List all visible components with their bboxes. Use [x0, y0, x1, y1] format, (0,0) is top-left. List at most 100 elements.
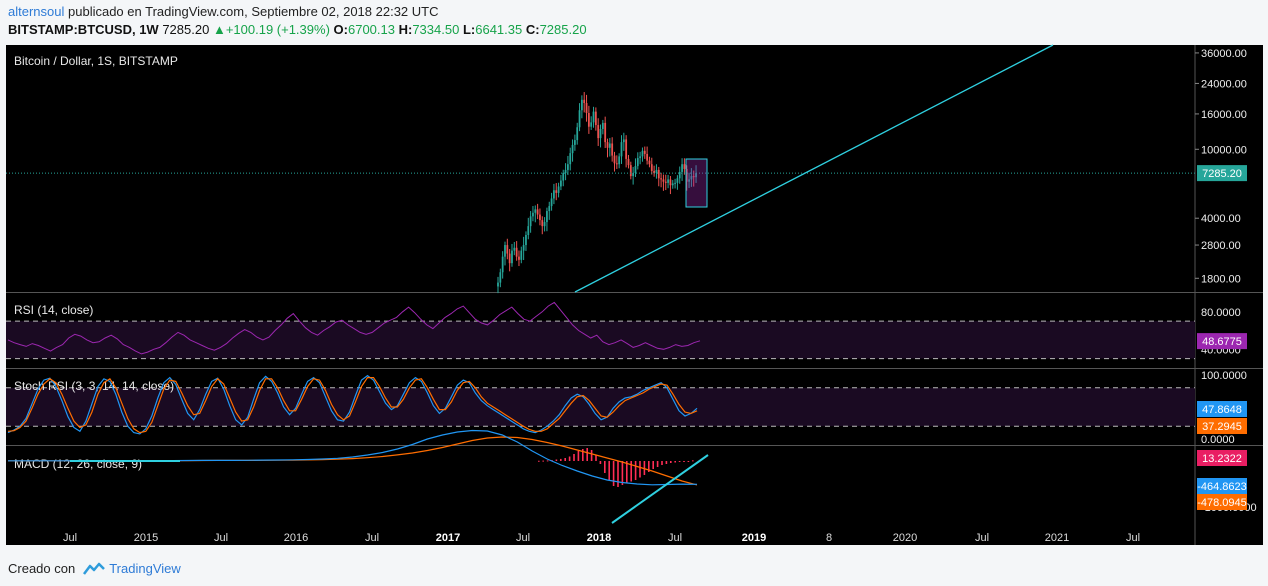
price-tick-label: 24000.00: [1201, 78, 1247, 90]
candle-body: [683, 164, 686, 169]
candle-body: [657, 169, 660, 179]
candle-body: [576, 127, 579, 141]
candle-body: [578, 110, 581, 128]
low-value: 6641.35: [475, 22, 523, 37]
last-price-label: 7285.20: [1202, 168, 1242, 180]
candle-body: [653, 170, 656, 173]
macd-histogram-bar: [656, 461, 659, 467]
candle-body: [613, 155, 616, 164]
tradingview-logo[interactable]: TradingView: [83, 561, 181, 576]
macd-histogram-bar: [542, 460, 544, 462]
candle-body: [501, 256, 504, 273]
macd-histogram-bar: [687, 461, 690, 462]
candle-body: [629, 165, 632, 177]
macd-value-label: 13.2322: [1202, 453, 1242, 465]
candle-body: [573, 140, 576, 145]
candle-body: [671, 183, 674, 186]
rsi-value-badge: [1197, 333, 1247, 350]
open-label: O:: [333, 22, 348, 37]
publish-text: publicado en TradingView.com, Septiembre…: [68, 4, 439, 19]
macd-histogram-bar: [546, 460, 549, 462]
price-tick-label: 16000.00: [1201, 109, 1247, 121]
macd-histogram-bar: [621, 461, 624, 485]
price-tick-label: 1800.00: [1201, 273, 1241, 285]
candle-body: [681, 164, 683, 172]
candle-body: [499, 272, 502, 283]
macd-histogram-bar: [582, 449, 584, 461]
tradingview-icon: [83, 562, 106, 575]
candle-body: [548, 206, 551, 212]
time-axis-label: Jul: [63, 532, 77, 544]
macd-histogram-bar: [617, 461, 619, 487]
candle-body: [506, 245, 509, 254]
low-label: L:: [462, 22, 476, 37]
macd-histogram-bar: [643, 461, 646, 475]
time-axis-label: Jul: [214, 532, 228, 544]
candle-body: [599, 128, 602, 139]
macd-panel-title: MACD (12, 26, close, 9): [14, 457, 142, 471]
macd-histogram-bar: [590, 450, 593, 461]
candle-body: [567, 164, 569, 170]
symbol-label: BITSTAMP:BTCUSD, 1W: [8, 22, 159, 37]
candle-body: [529, 216, 532, 227]
candle-body: [571, 144, 574, 154]
candle-body: [513, 247, 516, 251]
stoch-tick-label: 100.0000: [1201, 370, 1247, 382]
time-axis-label: 2016: [284, 532, 308, 544]
macd-histogram-bar: [538, 460, 540, 462]
candle-body: [692, 176, 695, 178]
candle-body: [643, 150, 646, 154]
time-axis-label: 2017: [436, 532, 460, 544]
candle-body: [615, 163, 618, 165]
candle-body: [625, 139, 628, 159]
candle-body: [518, 256, 520, 260]
candle-body: [676, 178, 679, 183]
macd-histogram-bar: [665, 461, 668, 464]
candle-body: [604, 122, 607, 143]
candle-body: [627, 158, 630, 166]
candle-body: [678, 171, 681, 179]
candle-body: [557, 186, 560, 193]
candle-body: [546, 211, 548, 223]
candle-body: [648, 160, 651, 165]
candle-body: [515, 247, 518, 257]
candle-body: [497, 282, 499, 287]
close-value: 7285.20: [539, 22, 587, 37]
created-with: Creado con: [8, 561, 76, 576]
macd-value-badge: [1197, 478, 1247, 494]
author-link[interactable]: alternsoul: [8, 4, 65, 19]
candle-body: [592, 111, 595, 123]
candle-body: [650, 164, 653, 171]
symbol-info: BITSTAMP:BTCUSD, 1W 7285.20 ▲+100.19 (+1…: [8, 22, 587, 37]
candle-body: [606, 142, 609, 148]
macd-histogram-bar: [564, 458, 566, 461]
time-axis-label: Jul: [975, 532, 989, 544]
rsi-line: [7, 301, 701, 355]
candle-body: [611, 143, 614, 156]
macd-histogram-bar: [599, 461, 602, 464]
stoch-k-line: [7, 374, 698, 435]
candle-body: [555, 190, 558, 193]
candle-body: [618, 156, 621, 165]
macd-histogram-bar: [577, 451, 580, 461]
chart-background: [6, 45, 1195, 523]
candle-body: [585, 103, 588, 113]
candle-body: [636, 158, 639, 167]
candle-body: [620, 142, 623, 157]
stoch-panel-title: Stoch RSI (3, 3, 14, 14, close): [14, 379, 174, 393]
open-value: 6700.13: [347, 22, 395, 37]
candle-body: [660, 178, 662, 180]
footer: Creado con TradingView: [8, 561, 181, 576]
stoch-value-label: 47.8648: [1202, 404, 1242, 416]
macd-histogram-bar: [555, 459, 558, 461]
close-label: C:: [525, 22, 540, 37]
candle-body: [527, 226, 530, 236]
stoch-d-line: [7, 377, 698, 434]
candle-body: [632, 172, 635, 177]
stoch-value-badge: [1197, 401, 1247, 417]
candle-body: [522, 245, 525, 251]
candle-body: [564, 169, 567, 173]
candle-body: [622, 139, 625, 143]
candle-body: [667, 179, 669, 183]
